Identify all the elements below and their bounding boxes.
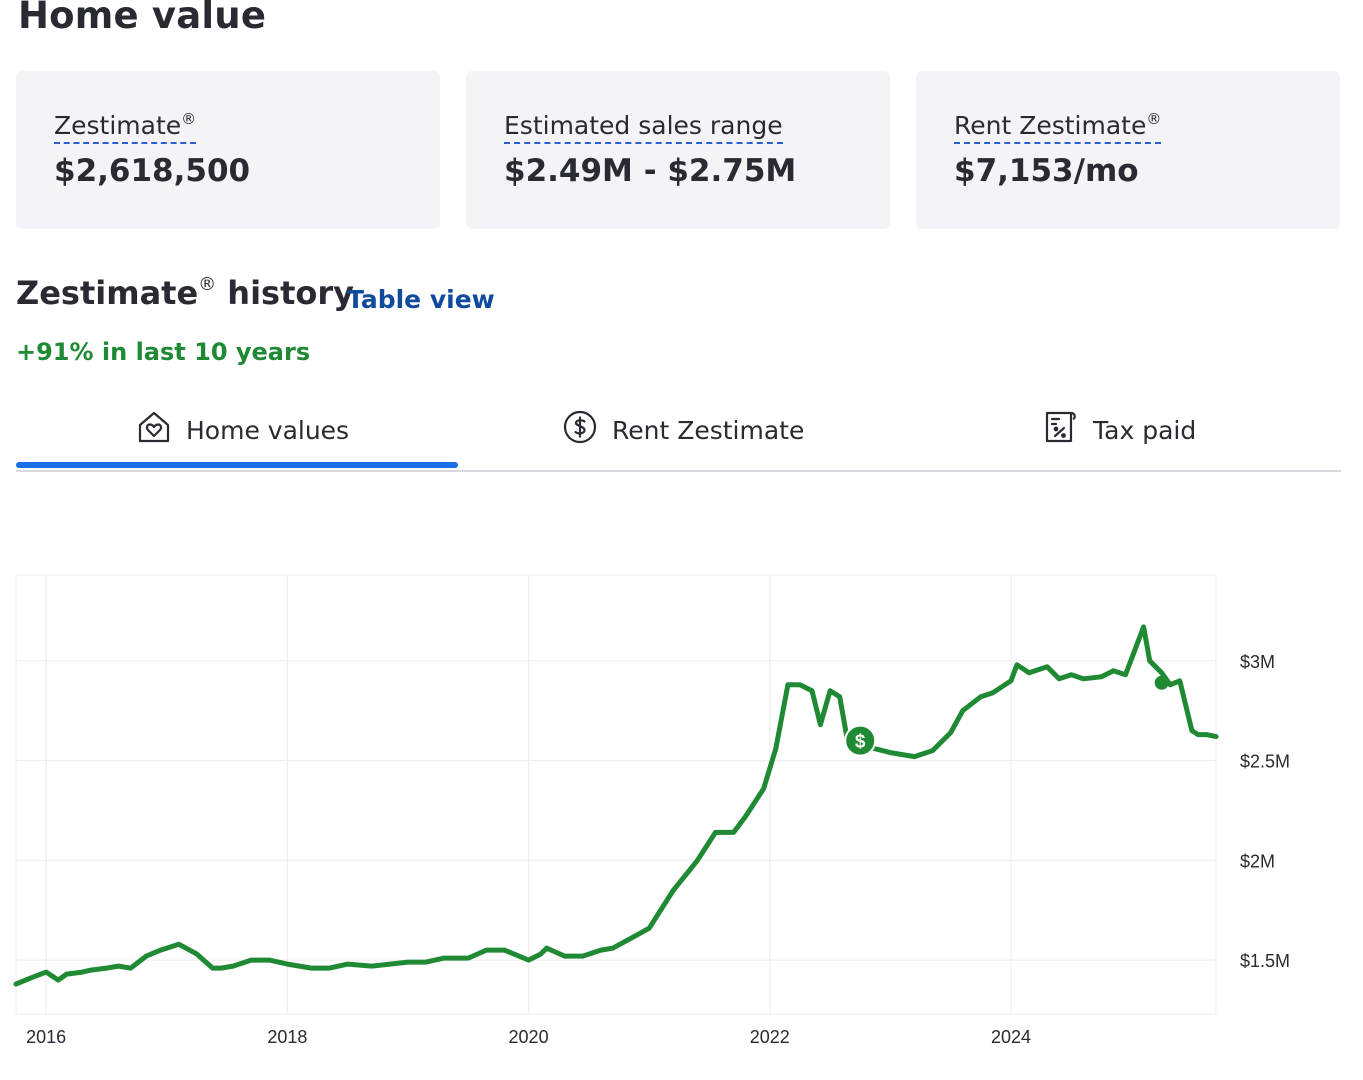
tab-home-values[interactable]: Home values [136,395,349,465]
home-heart-icon [136,409,172,451]
sold-dollar-icon: $ [855,732,866,753]
zestimate-history-chart: $1.5M $2M $2.5M $3M 2016 2018 2020 2022 2024 $ [13,574,1290,1047]
current-value-point [1154,675,1169,690]
sales-range-label[interactable]: Estimated sales range [504,111,783,144]
dollar-circle-icon [562,409,598,451]
y-tick-label: $3M [1240,652,1275,672]
sold-marker-icon [844,724,877,757]
zestimate-card: Zestimate® $2,618,500 [16,71,440,229]
zestimate-label-text: Zestimate [54,111,182,140]
rent-zestimate-card: Rent Zestimate® $7,153/mo [916,71,1340,229]
registered-mark: ® [1146,110,1162,128]
registered-mark: ® [181,110,197,128]
value-change-summary: +91% in last 10 years [16,338,311,366]
rent-zestimate-value: $7,153/mo [954,153,1139,189]
x-tick-label: 2024 [991,1027,1031,1047]
history-title-a: Zestimate [16,274,199,312]
x-tick-label: 2016 [26,1027,66,1047]
sales-range-value: $2.49M - $2.75M [504,153,797,189]
tab-rent-zestimate[interactable]: Rent Zestimate [562,395,804,465]
sales-range-label-text: Estimated sales range [504,111,783,140]
tab-rent-zestimate-label: Rent Zestimate [612,415,805,445]
tax-document-icon [1043,409,1079,451]
rent-zestimate-label-text: Rent Zestimate [954,111,1147,140]
chart-tabs: Home values Rent Zestimate Tax paid [16,395,1341,472]
x-tick-label: 2018 [267,1027,307,1047]
active-tab-indicator [16,462,458,468]
y-tick-label: $2.5M [1240,752,1290,772]
zestimate-value: $2,618,500 [54,153,251,189]
page-title: Home value [18,0,267,37]
tab-tax-paid-label: Tax paid [1093,415,1197,445]
history-title: Zestimate® history [16,274,354,312]
plot-area-border [15,574,1217,1015]
rent-zestimate-label[interactable]: Rent Zestimate® [954,110,1162,144]
zestimate-series-line [13,624,1219,987]
y-tick-label: $1.5M [1240,951,1290,971]
x-tick-label: 2022 [750,1027,790,1047]
zestimate-label[interactable]: Zestimate® [54,110,197,144]
tab-tax-paid[interactable]: Tax paid [1043,395,1196,465]
table-view-link[interactable]: Table view [347,285,495,314]
x-tick-label: 2020 [509,1027,549,1047]
registered-mark: ® [198,274,217,295]
tab-home-values-label: Home values [186,415,350,445]
sales-range-card: Estimated sales range $2.49M - $2.75M [466,71,890,229]
y-tick-label: $2M [1240,851,1275,871]
history-title-b: history [216,274,355,312]
